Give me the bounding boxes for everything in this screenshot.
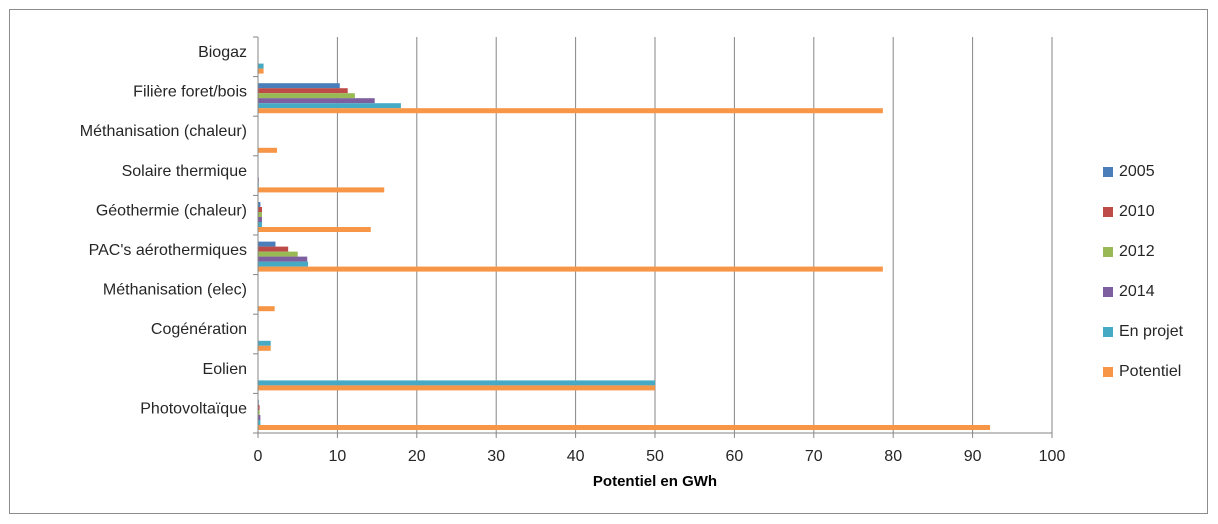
x-tick-label: 70 [805, 448, 823, 465]
x-axis-title: Potentiel en GWh [593, 473, 717, 490]
category-label: Solaire thermique [122, 163, 248, 180]
chart-frame: 0 10 20 30 40 50 60 70 80 90 100 Biogaz Filière for… [9, 9, 1208, 514]
legend-label: 2005 [1119, 163, 1155, 180]
legend-swatch [1103, 327, 1113, 337]
legend: 2005 2010 2012 2014 En projet Potentiel [1103, 163, 1184, 380]
category-label: Eolien [203, 361, 247, 378]
category-label: Biogaz [198, 44, 247, 61]
bar-2010 [258, 207, 262, 212]
legend-swatch [1103, 247, 1113, 257]
bar-en-projet [258, 261, 309, 267]
category-label: Filière foret/bois [133, 84, 247, 101]
legend-swatch [1103, 207, 1113, 217]
legend-label: En projet [1119, 323, 1184, 340]
bar-chart: 0 10 20 30 40 50 60 70 80 90 100 Biogaz Filière for… [80, 36, 1184, 490]
category-label: PAC's aérothermiques [89, 242, 247, 259]
x-tick-label: 100 [1039, 448, 1066, 465]
x-tick-label: 90 [964, 448, 982, 465]
bar-en-projet [258, 103, 401, 109]
bar-potentiel [258, 147, 278, 153]
legend-swatch [1103, 367, 1113, 377]
legend-swatch [1103, 287, 1113, 297]
axes [253, 36, 1053, 438]
legend-label: Potentiel [1119, 363, 1181, 380]
bar-potentiel [258, 425, 991, 430]
category-label: Cogénération [151, 321, 247, 338]
bar-en-projet [258, 380, 655, 386]
legend-swatch [1103, 167, 1113, 177]
x-tick-label: 0 [254, 448, 263, 465]
bar-2012 [258, 212, 262, 217]
bar-potentiel [258, 187, 385, 193]
x-tick-label: 40 [567, 448, 585, 465]
category-labels: Biogaz Filière foret/bois Méthanisation (c… [80, 44, 247, 417]
category-label: Méthanisation (chaleur) [80, 123, 247, 140]
bar-potentiel [258, 345, 271, 351]
bar-2012 [258, 251, 298, 257]
bar-potentiel [258, 385, 655, 391]
legend-label: 2014 [1119, 283, 1155, 300]
bar-2014 [258, 415, 261, 420]
bar-en-projet [258, 420, 261, 425]
bar-potentiel [258, 108, 883, 114]
bar-en-projet [258, 222, 262, 227]
bar-2010 [258, 88, 348, 94]
x-tick-label: 10 [329, 448, 347, 465]
bar-2014 [258, 98, 375, 104]
bar-2005 [258, 83, 340, 89]
category-label: Géothermie (chaleur) [96, 202, 247, 219]
x-tick-label: 20 [408, 448, 426, 465]
bar-2014 [258, 256, 308, 262]
bar-2010 [258, 405, 260, 410]
bar-2014 [258, 217, 262, 222]
legend-label: 2010 [1119, 203, 1155, 220]
bars [258, 63, 991, 430]
bar-2005 [258, 241, 276, 247]
x-tick-labels: 0 10 20 30 40 50 60 70 80 90 100 [254, 448, 1066, 465]
bar-potentiel [258, 68, 264, 74]
category-label: Méthanisation (elec) [103, 282, 247, 299]
gridlines [336, 37, 1053, 433]
legend-label: 2012 [1119, 243, 1155, 260]
bar-2012 [258, 93, 355, 99]
bar-2012 [258, 410, 260, 415]
x-tick-label: 30 [487, 448, 505, 465]
x-tick-label: 80 [884, 448, 902, 465]
bar-potentiel [258, 266, 883, 272]
bar-potentiel [258, 227, 371, 232]
bar-potentiel [258, 306, 275, 312]
bar-en-projet [258, 340, 271, 346]
bar-2010 [258, 246, 289, 252]
x-tick-label: 60 [726, 448, 744, 465]
bar-2005 [258, 202, 261, 207]
bar-en-projet [258, 63, 264, 69]
category-label: Photovoltaïque [140, 400, 247, 417]
x-tick-label: 50 [646, 448, 664, 465]
